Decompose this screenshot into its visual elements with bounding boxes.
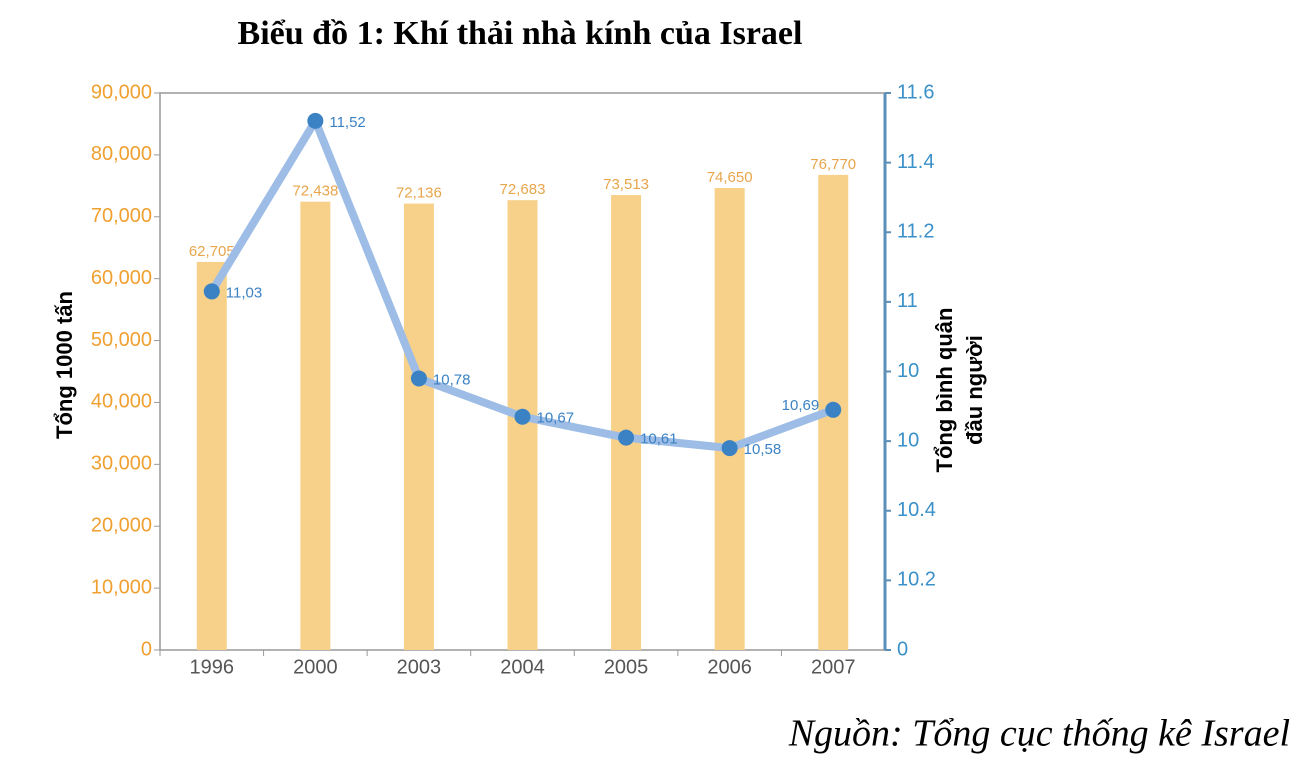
y-tick-label: 80,000 — [91, 143, 152, 165]
line-marker — [825, 401, 842, 418]
line-value-label: 10,78 — [433, 371, 471, 388]
line-marker — [514, 408, 531, 425]
line-value-label: 10,58 — [744, 441, 782, 458]
x-tick-label: 2006 — [707, 656, 752, 678]
bar-value-label: 72,438 — [292, 183, 338, 200]
bar-value-label: 62,705 — [189, 243, 235, 260]
line-marker — [307, 112, 324, 129]
bar-value-label: 72,683 — [500, 181, 546, 198]
y-tick-label: 0 — [141, 638, 152, 660]
line-value-label: 11,52 — [329, 114, 365, 131]
chart-title: Biểu đồ 1: Khí thải nhà kính của Israel — [238, 15, 803, 52]
bar — [507, 200, 538, 651]
bar-value-label: 72,136 — [396, 185, 442, 202]
line-value-label: 10,61 — [640, 431, 678, 448]
y-tick-label: 50,000 — [91, 329, 152, 351]
y2-axis-title: đầu người — [962, 335, 987, 445]
y-tick-label: 70,000 — [91, 205, 152, 227]
bar — [714, 187, 745, 650]
y2-tick-label: 11 — [897, 290, 918, 312]
y2-axis-title: Tổng bình quân — [932, 308, 957, 473]
x-tick-label: 2007 — [811, 656, 856, 678]
bar — [196, 261, 227, 650]
line-marker — [203, 283, 220, 300]
y-tick-label: 30,000 — [91, 453, 152, 475]
bar-value-label: 76,770 — [810, 156, 856, 173]
y2-tick-label: 10.2 — [897, 569, 936, 591]
y-tick-label: 10,000 — [91, 576, 152, 598]
line-value-label: 10,69 — [782, 397, 820, 414]
y-tick-label: 40,000 — [91, 391, 152, 413]
x-tick-label: 2003 — [397, 656, 442, 678]
y2-tick-label: 11.6 — [897, 81, 934, 103]
y-axis-title: Tổng 1000 tấn — [52, 291, 77, 439]
x-tick-label: 1996 — [190, 656, 235, 678]
line-marker — [618, 429, 635, 446]
y-tick-label: 20,000 — [91, 515, 152, 537]
y-tick-label: 90,000 — [91, 81, 152, 103]
source: Nguồn: Tổng cục thống kê Israel — [788, 713, 1290, 755]
x-tick-label: 2005 — [604, 656, 649, 678]
x-tick-label: 2000 — [293, 656, 338, 678]
bar — [611, 195, 642, 651]
y2-tick-label: 0 — [897, 638, 908, 660]
line-marker — [721, 440, 738, 457]
line-value-label: 11,03 — [226, 284, 262, 301]
x-tick-label: 2004 — [500, 656, 545, 678]
line-value-label: 10,67 — [537, 410, 575, 427]
y2-tick-label: 11.2 — [897, 221, 934, 243]
bar-value-label: 73,513 — [603, 176, 649, 193]
bar — [403, 203, 434, 651]
y2-tick-label: 10 — [897, 360, 919, 382]
y2-tick-label: 11.4 — [897, 151, 934, 173]
bar-value-label: 74,650 — [707, 169, 753, 186]
y-tick-label: 60,000 — [91, 267, 152, 289]
bar — [300, 201, 331, 650]
line-marker — [410, 370, 427, 387]
y2-tick-label: 10 — [897, 429, 919, 451]
y2-tick-label: 10.4 — [897, 499, 936, 521]
